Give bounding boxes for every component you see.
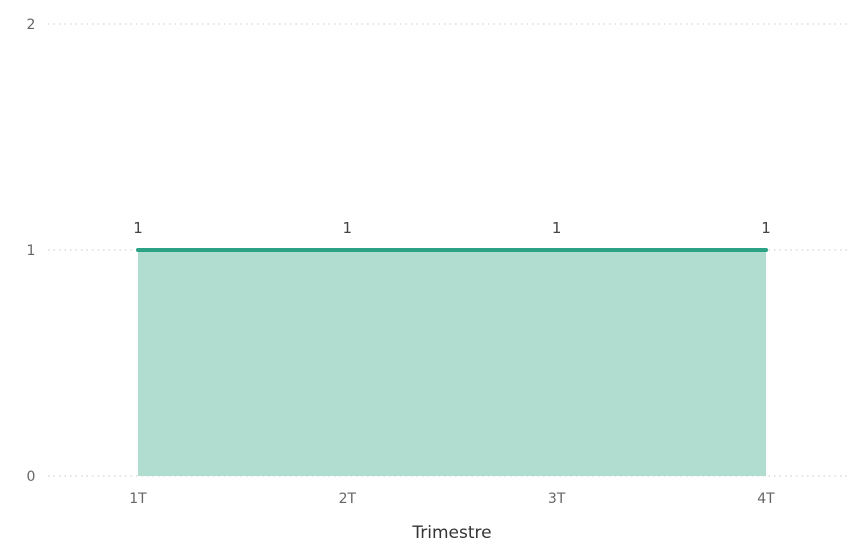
data-label-3T: 1 xyxy=(552,219,562,237)
y-axis: 0 1 2 xyxy=(27,17,36,485)
data-label-4T: 1 xyxy=(761,219,771,237)
data-label-2T: 1 xyxy=(343,219,353,237)
x-tick-label-3T: 3T xyxy=(548,491,566,507)
data-label-1T: 1 xyxy=(133,219,143,237)
y-tick-label-2: 2 xyxy=(27,17,36,33)
y-tick-label-0: 0 xyxy=(27,469,36,485)
data-labels: 1 1 1 1 xyxy=(133,219,771,237)
x-tick-label-2T: 2T xyxy=(339,491,357,507)
area-fill xyxy=(138,250,766,476)
x-axis-title: Trimestre xyxy=(411,523,491,543)
x-tick-label-1T: 1T xyxy=(129,491,147,507)
x-tick-label-4T: 4T xyxy=(757,491,775,507)
y-tick-label-1: 1 xyxy=(27,243,36,259)
series-area xyxy=(136,248,768,476)
x-axis: 1T 2T 3T 4T xyxy=(129,491,775,507)
